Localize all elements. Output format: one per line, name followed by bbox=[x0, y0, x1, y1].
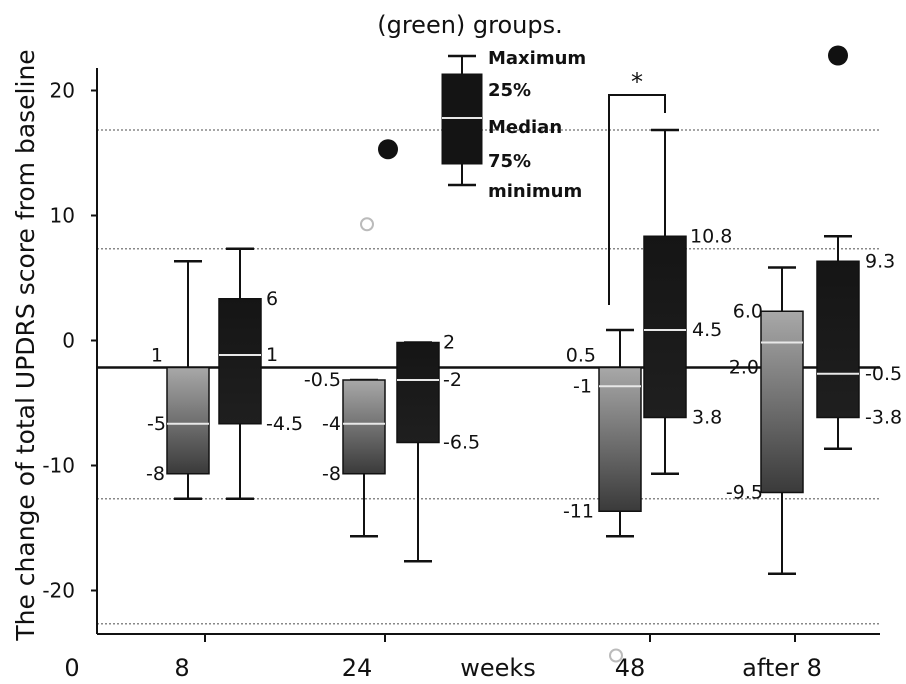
value-label: -2 bbox=[443, 369, 462, 391]
x-tick-label: 24 bbox=[342, 654, 373, 682]
legend-item: Median bbox=[488, 117, 562, 138]
legend: Maximum 25% Median 75% minimum bbox=[441, 48, 586, 202]
value-label: -8 bbox=[146, 463, 165, 485]
value-label: 1 bbox=[151, 345, 163, 367]
outlier-open bbox=[360, 217, 374, 232]
x-tick-label: 8 bbox=[174, 654, 189, 682]
value-label: -3.8 bbox=[865, 407, 902, 429]
value-label: -9.5 bbox=[726, 482, 763, 504]
legend-item: 25% bbox=[488, 80, 531, 101]
value-label: -0.5 bbox=[304, 369, 341, 391]
value-label: 10.8 bbox=[690, 225, 732, 247]
box-dark bbox=[218, 298, 262, 425]
x-tick-label: after 8 bbox=[742, 654, 822, 682]
y-tick-label: 20 bbox=[50, 79, 75, 103]
y-tick-label: -20 bbox=[42, 579, 75, 603]
y-tick-label: 10 bbox=[50, 204, 75, 228]
outlier-dark bbox=[378, 139, 398, 160]
outliers bbox=[360, 45, 848, 663]
significance-bracket bbox=[608, 94, 666, 305]
value-labels: 1-5-861-4.5-0.5-4-82-2-6.50.5-1-1110.84.… bbox=[146, 225, 902, 522]
value-label: -5 bbox=[147, 413, 166, 435]
value-label: 9.3 bbox=[865, 250, 895, 272]
outlier-open bbox=[609, 648, 623, 663]
value-label: 4.5 bbox=[692, 319, 722, 341]
value-label: 1 bbox=[266, 344, 278, 366]
value-label: -11 bbox=[563, 500, 594, 522]
box-dark bbox=[816, 260, 860, 419]
legend-item: 75% bbox=[488, 151, 531, 172]
x-tick-label: weeks bbox=[460, 654, 536, 682]
legend-item: minimum bbox=[488, 181, 582, 202]
y-tick-label: 0 bbox=[62, 329, 75, 353]
value-label: -8 bbox=[322, 463, 341, 485]
value-label: 3.8 bbox=[692, 407, 722, 429]
box-green bbox=[342, 379, 386, 475]
y-axis-label: The change of total UPDRS score from bas… bbox=[11, 49, 40, 641]
significance-star: * bbox=[631, 68, 643, 96]
y-tick-label: -10 bbox=[42, 454, 75, 478]
box-dark bbox=[396, 341, 440, 444]
legend-item: Maximum bbox=[488, 48, 586, 69]
value-label: -0.5 bbox=[865, 363, 902, 385]
value-label: -1 bbox=[573, 375, 592, 397]
value-label: 2 bbox=[443, 332, 455, 354]
chart-title: (green) groups. bbox=[377, 11, 563, 39]
x-tick-label: 0 bbox=[64, 654, 79, 682]
value-label: 6 bbox=[266, 288, 278, 310]
value-label: -4 bbox=[322, 413, 341, 435]
value-label: 0.5 bbox=[566, 345, 596, 367]
value-label: 2.0 bbox=[729, 357, 759, 379]
box-green bbox=[166, 366, 210, 475]
box-green bbox=[760, 310, 804, 494]
value-label: 6.0 bbox=[733, 300, 763, 322]
significance-marker: * bbox=[608, 68, 666, 305]
box-green bbox=[598, 366, 642, 512]
value-label: -6.5 bbox=[443, 432, 480, 454]
box-series bbox=[166, 128, 860, 575]
value-label: -4.5 bbox=[266, 413, 303, 435]
box-dark bbox=[643, 235, 687, 419]
outlier-dark bbox=[828, 45, 848, 66]
